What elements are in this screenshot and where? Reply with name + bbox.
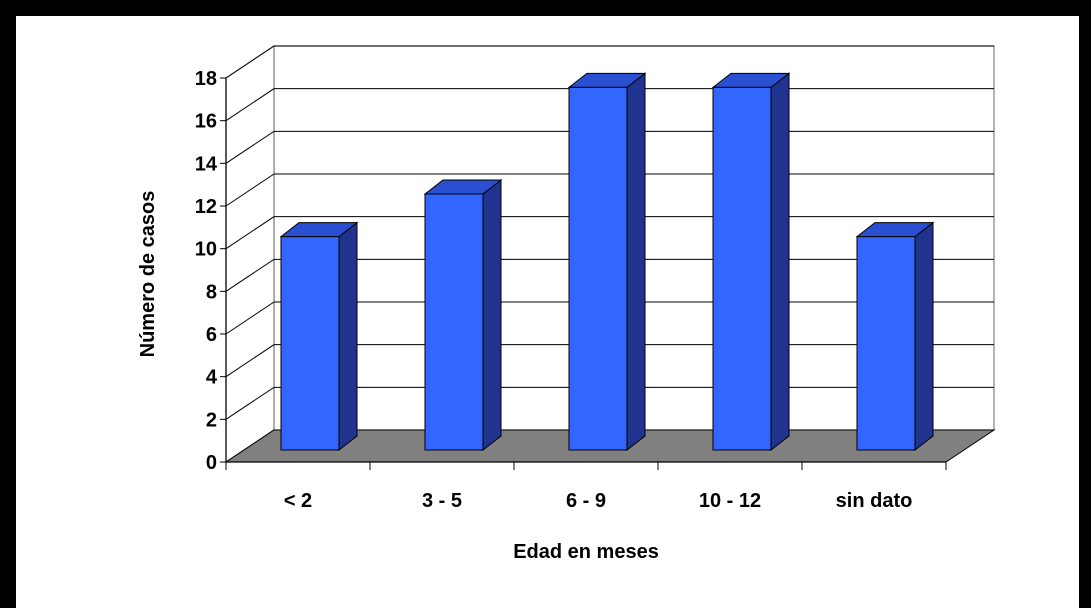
x-tick-label: < 2 [284, 490, 312, 512]
y-tick-label: 16 [195, 111, 217, 133]
bar-side [770, 72, 790, 452]
bar-front [280, 236, 340, 451]
bar-front [424, 193, 484, 451]
bar-side [914, 221, 934, 452]
x-tick-labels: < 2 3 - 5 6 - 9 10 - 12 sin dato [284, 490, 913, 512]
bar [711, 72, 791, 452]
gridline [225, 45, 994, 79]
y-tick-label: 12 [195, 196, 217, 218]
bar [855, 221, 935, 452]
bar [567, 72, 647, 452]
bar [279, 221, 359, 452]
bar-chart: 0 2 4 6 8 10 12 14 16 18 < 2 3 - 5 6 - 9 10 - 12 sin … [137, 44, 996, 563]
x-axis-label: Edad en meses [513, 541, 659, 563]
bar-side [626, 72, 646, 452]
y-tick-label: 14 [195, 153, 218, 175]
y-tick-labels: 0 2 4 6 8 10 12 14 16 18 [195, 68, 218, 474]
y-axis-label: Número de casos [137, 191, 159, 358]
y-tick-label: 18 [195, 68, 217, 90]
x-tick-label: 10 - 12 [699, 490, 761, 512]
y-tick-label: 8 [206, 281, 217, 303]
side-wall [225, 44, 275, 464]
bar-front [856, 236, 916, 451]
x-tick-label: sin dato [836, 490, 913, 512]
x-tick-label: 6 - 9 [566, 490, 606, 512]
y-tick-label: 6 [206, 324, 217, 346]
y-tick-label: 0 [206, 452, 217, 474]
bars [279, 72, 935, 452]
axes [220, 77, 947, 470]
bar-front [712, 86, 772, 451]
y-tick-label: 10 [195, 239, 217, 261]
y-tick-label: 2 [206, 409, 217, 431]
bar-side [338, 221, 358, 452]
x-tick-label: 3 - 5 [422, 490, 462, 512]
bar [423, 178, 503, 452]
bar-side [482, 178, 502, 452]
chart-frame: 0 2 4 6 8 10 12 14 16 18 < 2 3 - 5 6 - 9 10 - 12 sin … [16, 16, 1081, 608]
bar-front [568, 86, 628, 451]
y-tick-label: 4 [206, 367, 218, 389]
